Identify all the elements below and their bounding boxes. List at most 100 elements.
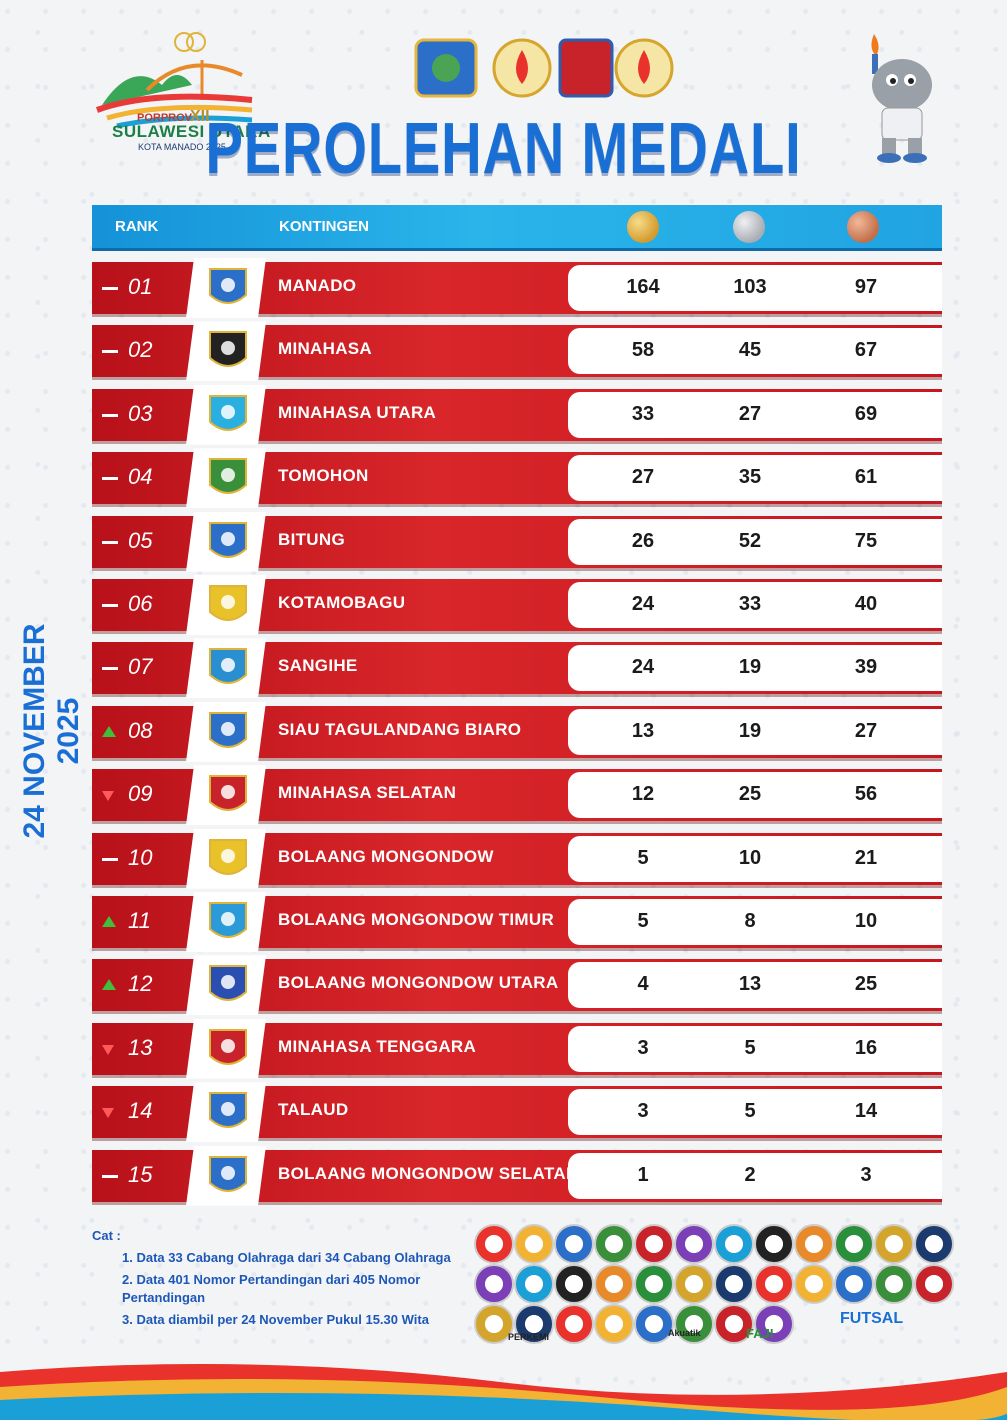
bronze-medal-icon bbox=[847, 211, 879, 243]
table-row: 13 MINAHASA TENGGARA 3 5 16 bbox=[92, 1018, 942, 1079]
trend-down-icon bbox=[102, 791, 114, 802]
row-rank: 07 bbox=[128, 654, 153, 680]
federation-logo-icon bbox=[754, 1224, 794, 1264]
row-kontingen: BOLAANG MONGONDOW bbox=[278, 846, 494, 866]
porprov-logo bbox=[95, 32, 253, 129]
trend-up-icon bbox=[102, 979, 116, 991]
row-rank: 11 bbox=[128, 908, 151, 933]
trend-same-icon bbox=[102, 350, 118, 354]
trend-same-icon bbox=[102, 287, 118, 290]
trend-same-icon bbox=[102, 413, 118, 417]
silver-count: 45 bbox=[738, 339, 762, 362]
gold-count: 3 bbox=[637, 1100, 649, 1123]
row-scores: 12 25 56 bbox=[568, 772, 942, 819]
federation-logo-icon bbox=[714, 1304, 754, 1344]
row-scores: 5 8 10 bbox=[568, 899, 942, 945]
federation-logo-icon bbox=[554, 1304, 594, 1344]
gold-count: 13 bbox=[631, 719, 655, 742]
bronze-count: 21 bbox=[854, 846, 878, 869]
gold-count: 12 bbox=[631, 783, 655, 806]
silver-count: 52 bbox=[738, 529, 762, 552]
row-rank: 08 bbox=[128, 717, 153, 743]
trend-same-icon bbox=[102, 477, 118, 481]
row-scores: 27 35 61 bbox=[568, 455, 942, 502]
gold-count: 24 bbox=[631, 593, 655, 615]
gold-count: 26 bbox=[631, 529, 655, 552]
gold-count: 24 bbox=[631, 656, 655, 679]
page-title: PEROLEHAN MEDALI bbox=[205, 109, 802, 189]
row-rank: 04 bbox=[128, 464, 153, 490]
brand-province: SULAWESI UTARA bbox=[112, 122, 271, 141]
regency-crest-icon bbox=[209, 838, 247, 875]
federation-logo-icon bbox=[594, 1304, 634, 1344]
brand-numeral: XII bbox=[190, 108, 210, 125]
trend-same-icon bbox=[102, 604, 118, 607]
trend-same-icon bbox=[102, 1174, 118, 1178]
federation-logo-icon bbox=[554, 1264, 594, 1304]
row-rank: 10 bbox=[128, 844, 153, 870]
table-row: 04 TOMOHON 27 35 61 bbox=[92, 448, 942, 509]
brand-porprov: PORPROV bbox=[137, 112, 193, 124]
crest-panel bbox=[186, 448, 266, 509]
row-kontingen: MANADO bbox=[278, 276, 357, 295]
silver-count: 2 bbox=[744, 1163, 756, 1186]
footer-wave-decoration bbox=[0, 1364, 1007, 1420]
federation-logo-icon bbox=[634, 1224, 674, 1264]
bronze-count: 75 bbox=[854, 529, 878, 552]
silver-count: 33 bbox=[738, 593, 762, 615]
row-kontingen: BITUNG bbox=[278, 529, 345, 549]
table-row: 05 BITUNG 26 52 75 bbox=[92, 511, 942, 572]
federation-logo-icon bbox=[874, 1264, 914, 1304]
silver-medal-icon bbox=[733, 211, 765, 243]
row-scores: 3 5 16 bbox=[568, 1025, 942, 1072]
gold-medal-icon bbox=[627, 211, 659, 243]
trend-same-icon bbox=[102, 667, 118, 671]
futsal-label: FUTSAL bbox=[840, 1310, 904, 1327]
bronze-count: 27 bbox=[854, 719, 878, 742]
federation-logo-icon bbox=[834, 1224, 874, 1264]
row-kontingen: BOLAANG MONGONDOW TIMUR bbox=[278, 910, 555, 929]
federation-logo-icon bbox=[594, 1224, 634, 1264]
row-scores: 4 13 25 bbox=[568, 962, 942, 1009]
federation-logo-icon bbox=[914, 1224, 954, 1264]
note-item: 2. Data 401 Nomor Pertandingan dari 405 … bbox=[122, 1272, 421, 1305]
silver-count: 25 bbox=[738, 783, 762, 806]
row-kontingen: MINAHASA UTARA bbox=[278, 402, 437, 422]
silver-count: 103 bbox=[733, 276, 767, 298]
row-scores: 58 45 67 bbox=[568, 328, 942, 375]
notes-label: Cat : bbox=[92, 1228, 121, 1243]
row-kontingen: KOTAMOBAGU bbox=[278, 593, 406, 612]
federation-logo-icon bbox=[794, 1224, 834, 1264]
trend-down-icon bbox=[102, 1108, 114, 1119]
trend-down-icon bbox=[102, 1044, 114, 1055]
official-emblems bbox=[414, 38, 674, 98]
trend-up-icon bbox=[102, 916, 116, 927]
silver-count: 19 bbox=[738, 719, 762, 742]
crest-panel bbox=[186, 955, 266, 1016]
bronze-count: 69 bbox=[854, 402, 878, 425]
akuatik-label: Akuatik bbox=[668, 1328, 701, 1338]
crest-panel bbox=[186, 384, 266, 445]
row-kontingen: SANGIHE bbox=[278, 656, 358, 676]
regency-crest-icon bbox=[209, 1155, 247, 1192]
bronze-count: 40 bbox=[854, 593, 878, 615]
federation-logo-icon bbox=[514, 1264, 554, 1304]
federation-logos: PERKEMI Akuatik FAJI FUTSAL bbox=[470, 1222, 954, 1348]
crest-panel bbox=[186, 638, 266, 699]
regency-crest-icon bbox=[209, 585, 247, 621]
row-kontingen: SIAU TAGULANDANG BIARO bbox=[278, 719, 522, 739]
federation-logo-icon bbox=[874, 1224, 914, 1264]
regency-crest-icon bbox=[209, 1028, 247, 1065]
federation-logo-icon bbox=[754, 1304, 794, 1344]
bronze-count: 14 bbox=[854, 1100, 878, 1123]
federation-logo-icon bbox=[714, 1224, 754, 1264]
crest-panel bbox=[186, 765, 266, 826]
bronze-count: 3 bbox=[860, 1163, 872, 1186]
silver-count: 13 bbox=[738, 973, 762, 996]
regency-crest-icon bbox=[209, 775, 247, 812]
table-row: 14 TALAUD 3 5 14 bbox=[92, 1082, 942, 1143]
trend-up-icon bbox=[102, 725, 116, 737]
row-kontingen: TALAUD bbox=[278, 1100, 349, 1120]
row-rank: 05 bbox=[128, 527, 153, 553]
federation-logo-icon bbox=[474, 1264, 514, 1304]
